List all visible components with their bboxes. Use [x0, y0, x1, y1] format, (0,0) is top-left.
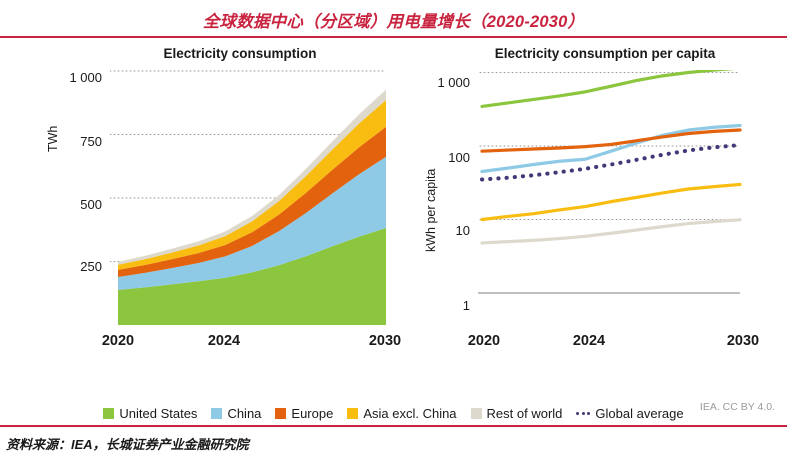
area-series-united-states	[118, 227, 386, 325]
legend-color-swatch-icon	[103, 408, 115, 419]
bottom-divider	[0, 425, 787, 427]
legend-item-label: United States	[119, 406, 198, 421]
legend-item-label: Rest of world	[486, 406, 563, 421]
line-series-europe	[480, 128, 742, 153]
figure-container: Electricity consumption TWh 1 000 750 50…	[0, 40, 787, 421]
line-series-united-states	[480, 66, 742, 109]
x-tick-left-2020: 2020	[101, 333, 135, 349]
chart-title-per-capita: Electricity consumption per capita	[494, 46, 716, 61]
source-text: 资料来源：IEA，长城证券产业金融研究院	[6, 437, 249, 452]
legend-item[interactable]: Asia excl. China	[347, 406, 457, 421]
legend-item-label: Asia excl. China	[363, 406, 457, 421]
legend-color-swatch-icon	[211, 408, 223, 419]
chart-legend: United States China Europe Asia excl. China…	[0, 406, 787, 421]
y-tick-left-250: 250	[80, 259, 102, 274]
area-series-china	[118, 156, 386, 290]
y-axis-label-right: kWh per capita	[424, 168, 438, 252]
legend-color-swatch-icon	[347, 408, 359, 419]
stacked-area-chart	[109, 70, 387, 325]
line-series-rest-of-world	[480, 218, 742, 245]
legend-color-swatch-icon	[275, 408, 287, 419]
y-tick-right-1000: 1 000	[437, 75, 470, 90]
x-tick-right-2024: 2024	[572, 333, 606, 349]
x-tick-right-2020: 2020	[467, 333, 501, 349]
page-title: 全球数据中心（分区域）用电量增长（2020-2030）	[202, 13, 585, 31]
chart-title-electricity-consumption: Electricity consumption	[163, 46, 317, 61]
title-divider	[0, 36, 787, 38]
plot-area-per-capita	[475, 66, 743, 325]
legend-color-swatch-icon	[470, 408, 482, 419]
x-tick-left-2030: 2030	[368, 333, 402, 349]
legend-item[interactable]: China	[211, 406, 261, 421]
line-series-asia-excl-china	[480, 182, 742, 222]
line-chart-log	[475, 66, 742, 294]
legend-item[interactable]: Europe	[275, 406, 333, 421]
plot-area-electricity-consumption	[109, 70, 390, 325]
legend-item[interactable]: United States	[103, 406, 197, 421]
credit-text: IEA. CC BY 4.0.	[699, 401, 775, 413]
line-series-china	[480, 123, 742, 174]
y-tick-right-1: 1	[462, 298, 470, 313]
line-series-global-average	[480, 143, 742, 182]
legend-item[interactable]: Global average	[576, 406, 684, 421]
y-tick-right-10: 10	[455, 223, 470, 238]
legend-item-label: China	[227, 406, 262, 421]
x-tick-right-2030: 2030	[726, 333, 760, 349]
y-tick-left-500: 500	[80, 197, 102, 212]
y-tick-right-100: 100	[448, 150, 470, 165]
legend-dotted-marker-icon	[576, 412, 591, 415]
legend-item-label: Europe	[291, 406, 334, 421]
legend-item[interactable]: Rest of world	[470, 406, 563, 421]
y-tick-left-750: 750	[80, 134, 102, 149]
y-tick-left-1000: 1 000	[69, 70, 102, 85]
x-tick-left-2024: 2024	[207, 333, 241, 349]
legend-item-label: Global average	[595, 406, 684, 421]
